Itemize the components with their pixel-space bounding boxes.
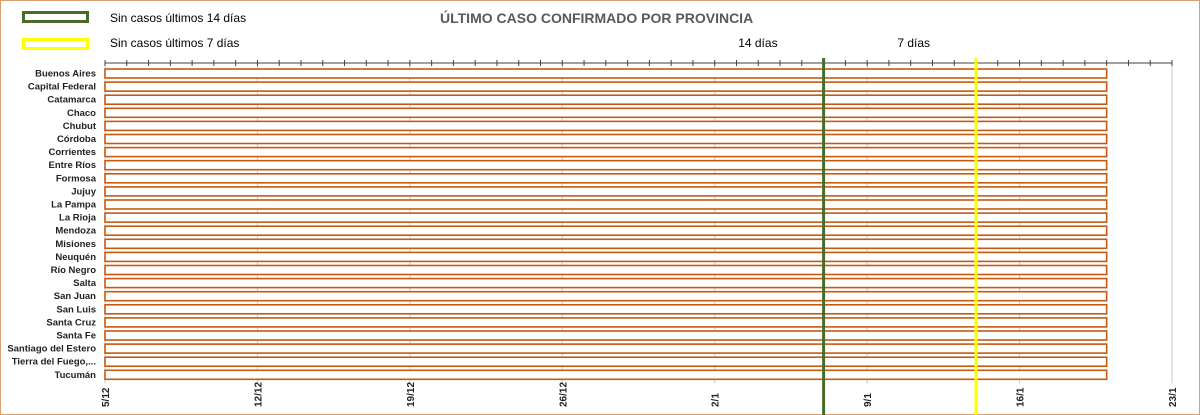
bar-21: [104, 343, 1108, 354]
bar-18: [104, 303, 1108, 315]
x-tick-label-7: 23/1: [1168, 387, 1179, 407]
bar-9: [104, 186, 1108, 197]
x-tick-label-0: 5/12: [101, 387, 112, 407]
category-label-17: San Juan: [54, 291, 96, 302]
category-label-18: San Luis: [56, 304, 96, 315]
category-label-10: La Pampa: [51, 200, 97, 211]
bar-19: [104, 317, 1108, 328]
legend-swatch-7-days: [22, 38, 89, 50]
legend-label-14-days: Sin casos últimos 14 días: [110, 11, 247, 25]
category-label-22: Tierra del Fuego,...: [12, 357, 96, 368]
legend-label-7-days: Sin casos últimos 7 días: [110, 36, 240, 50]
category-label-9: Jujuy: [71, 186, 97, 197]
category-label-7: Entre Ríos: [48, 160, 96, 171]
bar-6: [104, 146, 1108, 158]
x-tick-label-5: 9/1: [863, 393, 874, 407]
bar-11: [104, 212, 1108, 223]
category-label-2: Catamarca: [47, 95, 96, 106]
category-label-4: Chubut: [63, 121, 97, 132]
category-label-0: Buenos Aires: [35, 69, 96, 80]
bar-16: [104, 277, 1108, 289]
bar-22: [104, 356, 1108, 368]
category-label-14: Neuquén: [55, 252, 96, 263]
category-label-3: Chaco: [67, 108, 96, 119]
bar-8: [104, 173, 1108, 184]
category-label-5: Córdoba: [57, 134, 97, 145]
reference-label-0: 14 días: [738, 36, 777, 50]
chart-title: ÚLTIMO CASO CONFIRMADO POR PROVINCIA: [440, 10, 754, 26]
category-label-23: Tucumán: [54, 370, 96, 381]
legend-swatch-14-days: [22, 11, 89, 23]
category-label-6: Corrientes: [48, 147, 96, 158]
bar-1: [104, 81, 1108, 92]
bar-12: [104, 225, 1108, 236]
x-tick-label-1: 12/12: [253, 382, 264, 407]
bar-13: [104, 238, 1108, 250]
bar-5: [104, 133, 1108, 145]
category-label-8: Formosa: [56, 173, 97, 184]
bar-23: [104, 369, 1108, 381]
category-label-13: Misiones: [55, 239, 96, 250]
category-label-1: Capital Federal: [28, 82, 96, 93]
x-tick-label-3: 26/12: [558, 382, 569, 407]
bar-3: [104, 107, 1108, 119]
bar-2: [104, 94, 1108, 105]
bar-20: [104, 330, 1108, 341]
category-label-21: Santiago del Estero: [7, 344, 96, 355]
x-tick-label-4: 2/1: [711, 393, 722, 407]
reference-label-1: 7 días: [897, 36, 930, 50]
category-label-11: La Rioja: [59, 213, 97, 224]
bar-14: [104, 251, 1108, 263]
bar-10: [104, 199, 1108, 210]
category-label-15: Río Negro: [51, 265, 97, 276]
bar-17: [104, 290, 1108, 302]
x-tick-label-6: 16/1: [1016, 387, 1027, 407]
category-label-20: Santa Fe: [56, 331, 96, 342]
category-label-16: Salta: [73, 278, 96, 289]
x-tick-label-2: 19/12: [406, 382, 417, 407]
bar-15: [104, 264, 1108, 276]
category-label-19: Santa Cruz: [46, 317, 96, 328]
bar-7: [104, 159, 1108, 171]
category-label-12: Mendoza: [55, 226, 96, 237]
bar-4: [104, 120, 1108, 132]
bar-0: [104, 68, 1108, 79]
